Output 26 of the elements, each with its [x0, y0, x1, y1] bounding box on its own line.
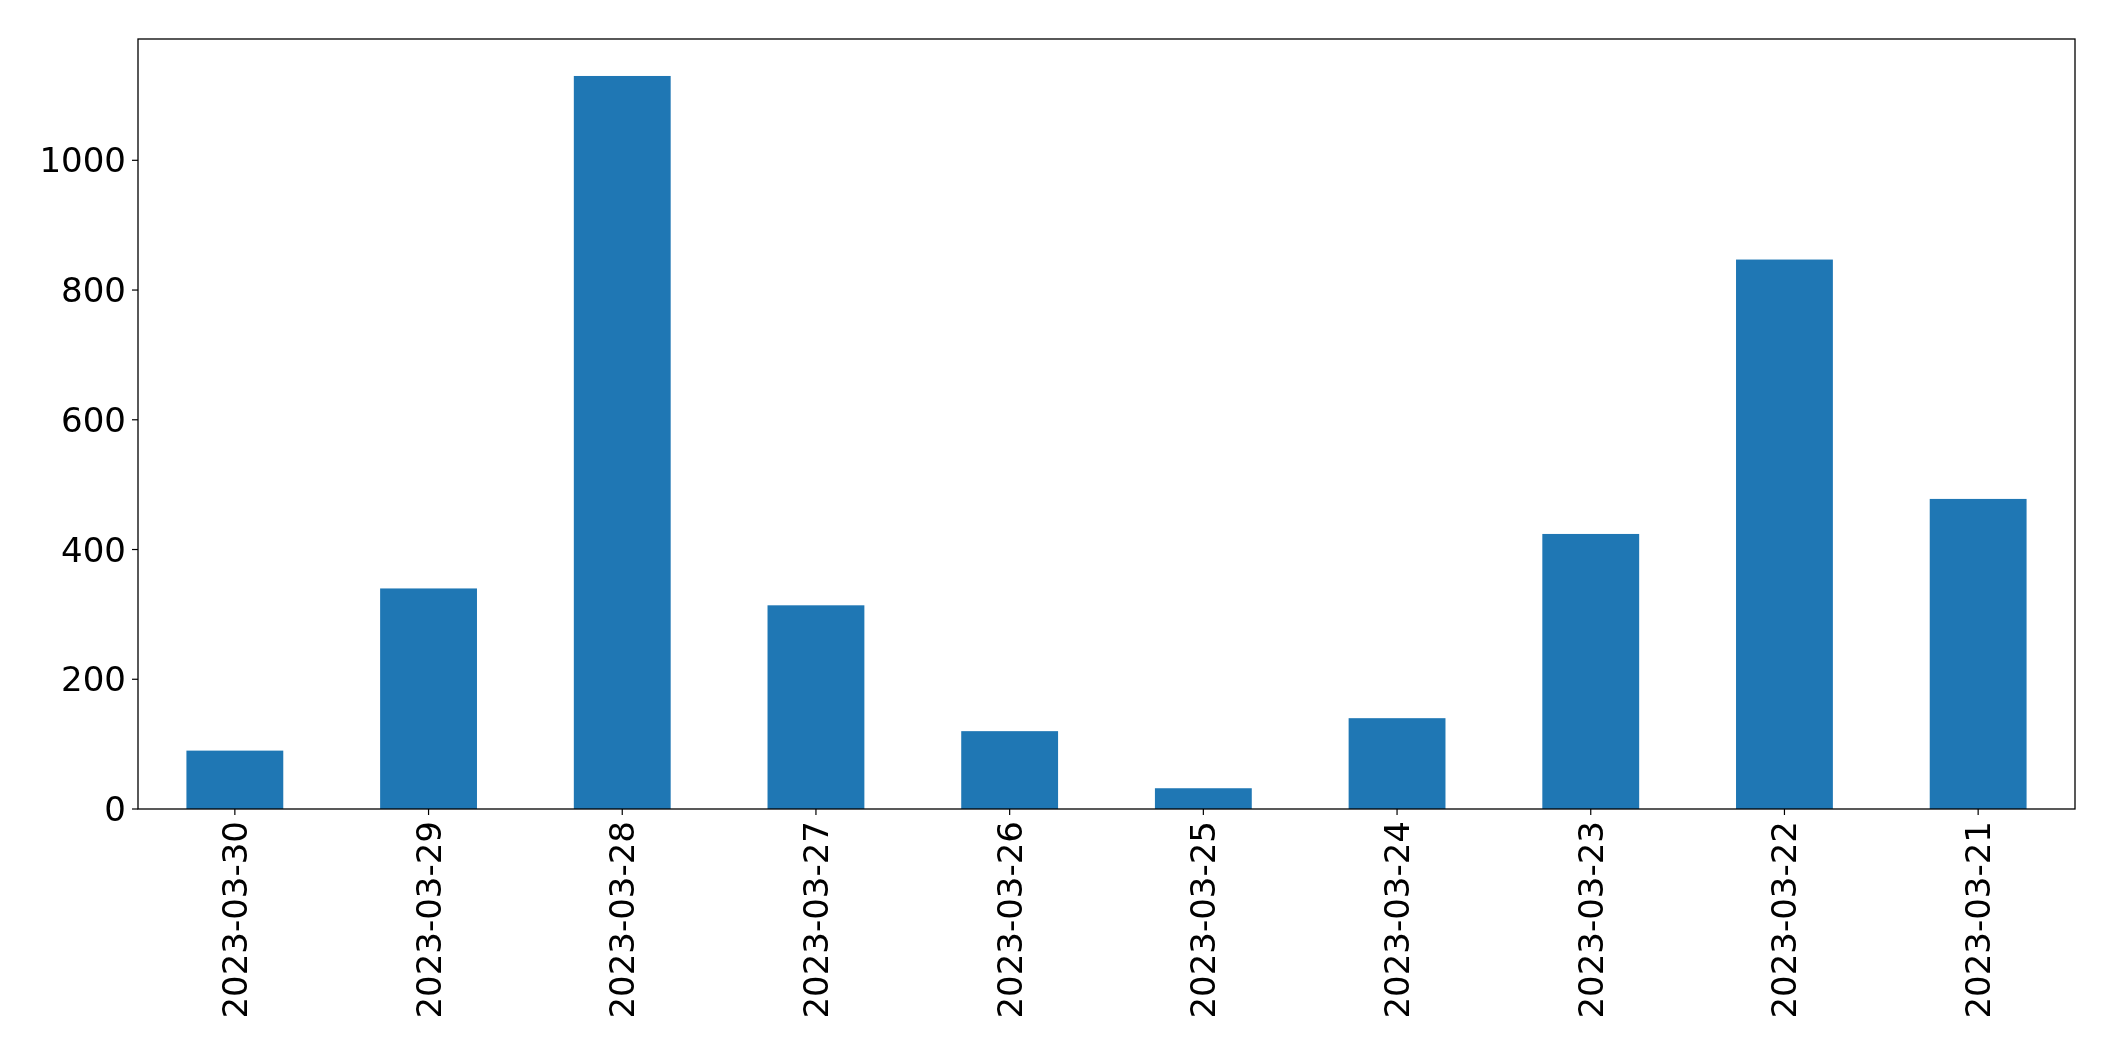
- x-tick-label: 2023-03-23: [1570, 821, 1611, 1019]
- bar: [1929, 498, 2027, 809]
- y-tick-label: 400: [61, 529, 126, 570]
- bar: [961, 731, 1059, 809]
- bar: [573, 75, 671, 809]
- bar: [186, 750, 284, 809]
- x-tick-label: 2023-03-30: [214, 821, 255, 1019]
- bar: [767, 605, 865, 809]
- bar: [1154, 788, 1252, 809]
- x-tick-label: 2023-03-21: [1958, 821, 1999, 1019]
- x-tick-label: 2023-03-22: [1764, 821, 1805, 1019]
- bar: [1348, 718, 1446, 809]
- bar: [1736, 259, 1833, 809]
- y-tick-label: 1000: [39, 140, 126, 181]
- x-tick-label: 2023-03-24: [1377, 821, 1418, 1019]
- bar: [1542, 533, 1640, 809]
- x-tick-label: 2023-03-27: [795, 821, 836, 1019]
- x-tick-label: 2023-03-28: [602, 821, 643, 1019]
- y-tick-label: 600: [61, 399, 126, 440]
- bar: [380, 588, 477, 809]
- x-tick-label: 2023-03-29: [408, 821, 449, 1019]
- y-tick-label: 0: [104, 789, 126, 829]
- x-tick-label: 2023-03-26: [989, 821, 1030, 1019]
- y-tick-label: 200: [61, 659, 126, 700]
- x-tick-label: 2023-03-25: [1183, 821, 1224, 1019]
- y-tick-label: 800: [61, 270, 126, 311]
